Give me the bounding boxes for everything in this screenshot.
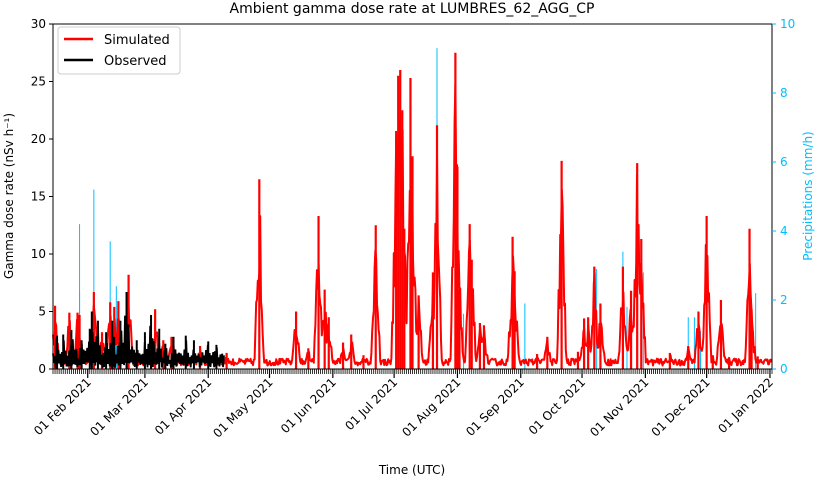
- y-right-tick-label: 2: [780, 293, 788, 307]
- y-right-tick-label: 8: [780, 86, 788, 100]
- y-left-tick-label: 15: [31, 190, 46, 204]
- y-left-tick-label: 20: [31, 132, 46, 146]
- x-axis-label: Time (UTC): [378, 463, 445, 477]
- y-left-tick-label: 25: [31, 75, 46, 89]
- left-y-axis: 0 5 10 15 20 25 30: [31, 17, 53, 376]
- y-right-tick-label: 4: [780, 224, 788, 238]
- right-y-axis: 0 2 4 6 8 10: [772, 17, 795, 376]
- y-left-tick-label: 10: [31, 247, 46, 261]
- y-left-tick-label: 5: [38, 305, 46, 319]
- legend: Simulated Observed: [57, 26, 181, 75]
- y-left-tick-label: 0: [38, 362, 46, 376]
- y-axis-right-label: Precipitations (mm/h): [801, 131, 815, 260]
- y-right-tick-label: 6: [780, 155, 788, 169]
- legend-observed-label: Observed: [104, 54, 167, 69]
- y-axis-left-label: Gamma dose rate (nSv h⁻¹): [2, 113, 16, 279]
- y-right-tick-label: 0: [780, 362, 788, 376]
- observed-series: [52, 291, 225, 369]
- chart-title: Ambient gamma dose rate at LUMBRES_62_AG…: [230, 1, 595, 17]
- y-left-tick-label: 30: [31, 17, 46, 31]
- legend-simulated-label: Simulated: [104, 33, 170, 48]
- y-right-tick-label: 10: [780, 17, 795, 31]
